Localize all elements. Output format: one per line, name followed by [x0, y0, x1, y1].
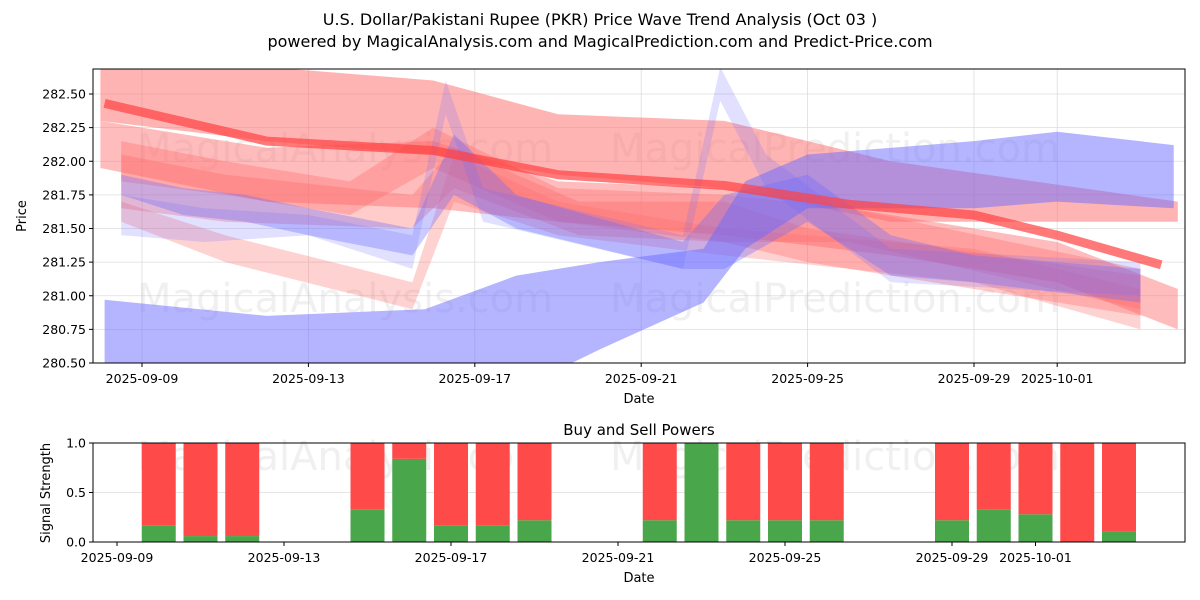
sell-bar — [768, 443, 802, 521]
signal-y-tick-label: 0.0 — [66, 535, 86, 550]
price-y-tick-label: 280.75 — [42, 322, 86, 337]
signal-x-tick-label: 2025-10-01 — [999, 550, 1072, 565]
sell-bar — [1102, 443, 1136, 532]
price-band-blue — [121, 69, 1141, 296]
chart-title: U.S. Dollar/Pakistani Rupee (PKR) Price … — [322, 10, 878, 29]
buy-bar — [935, 520, 969, 542]
buy-bar — [684, 443, 719, 542]
buy-bar — [726, 520, 761, 542]
signal-chart-title: Buy and Sell Powers — [563, 421, 715, 439]
buy-bar — [434, 525, 468, 542]
signal-x-axis-label: Date — [623, 571, 654, 586]
signal-y-axis: 0.0 0.5 1.0 — [66, 436, 93, 550]
buy-bar — [1102, 531, 1136, 542]
price-trend — [103, 99, 1163, 270]
sell-bar — [726, 443, 761, 521]
price-bands — [100, 69, 1178, 363]
price-y-tick-label: 282.00 — [42, 154, 86, 169]
price-y-tick-label: 282.50 — [42, 87, 86, 102]
price-y-axis-label: Price — [15, 200, 30, 232]
buy-bar — [475, 525, 510, 542]
signal-watermarks: MagicalAnalysis.com MagicalPrediction.co… — [137, 434, 1060, 480]
buy-bar — [1018, 514, 1053, 542]
price-y-tick-label: 280.50 — [42, 356, 86, 371]
price-x-tick-label: 2025-10-01 — [1021, 371, 1094, 386]
price-band-red — [121, 154, 1141, 330]
sell-bar — [809, 443, 844, 521]
signal-x-axis: 2025-09-09 2025-09-13 2025-09-17 2025-09-21… — [81, 542, 1072, 565]
buy-bar — [768, 520, 802, 542]
sell-bar — [517, 443, 552, 521]
price-axes-frame — [92, 68, 1186, 364]
price-trend-line — [103, 99, 1163, 270]
buy-bar — [976, 509, 1011, 542]
price-band-red — [121, 127, 1141, 310]
buy-bar — [809, 520, 844, 542]
price-band-blue — [121, 134, 1141, 303]
price-band-red — [121, 147, 1141, 316]
buy-bar — [225, 536, 260, 542]
signal-x-tick-label: 2025-09-17 — [415, 550, 488, 565]
sell-bar — [1018, 443, 1053, 515]
buy-bar — [350, 509, 385, 542]
sell-bar — [183, 443, 218, 537]
price-x-tick-label: 2025-09-17 — [438, 371, 511, 386]
signal-x-tick-label: 2025-09-25 — [749, 550, 822, 565]
buy-bar — [642, 520, 677, 542]
sell-bar — [1060, 443, 1095, 542]
price-x-tick-label: 2025-09-25 — [771, 371, 844, 386]
sell-bar — [392, 443, 427, 459]
chart-subtitle: powered by MagicalAnalysis.com and Magic… — [267, 32, 933, 51]
buy-bar — [517, 520, 552, 542]
signal-y-tick-label: 0.5 — [66, 485, 86, 500]
sell-bar — [475, 443, 510, 526]
price-band-blue — [104, 131, 1174, 363]
sell-bar — [976, 443, 1011, 510]
signal-x-tick-label: 2025-09-13 — [248, 550, 321, 565]
signal-x-tick-label: 2025-09-29 — [916, 550, 989, 565]
sell-bar — [141, 443, 176, 526]
price-band-red — [100, 120, 1178, 330]
sell-bar — [642, 443, 677, 521]
buy-bar — [141, 525, 176, 542]
price-y-axis: 280.50 280.75 281.00 281.25 281.50 281.75 282.… — [42, 87, 93, 371]
price-y-tick-label: 281.00 — [42, 288, 86, 303]
sell-bar — [350, 443, 385, 510]
signal-bars — [141, 443, 1136, 542]
price-x-tick-label: 2025-09-09 — [106, 371, 179, 386]
price-y-tick-label: 281.50 — [42, 221, 86, 236]
price-y-tick-label: 282.25 — [42, 120, 86, 135]
signal-x-tick-label: 2025-09-09 — [81, 550, 154, 565]
price-x-tick-label: 2025-09-21 — [605, 371, 678, 386]
signal-y-axis-label: Signal Strength — [39, 443, 54, 543]
signal-x-tick-label: 2025-09-21 — [582, 550, 655, 565]
buy-bar — [392, 458, 427, 542]
price-x-axis-label: Date — [623, 392, 654, 407]
buy-bar — [183, 536, 218, 542]
signal-y-tick-label: 1.0 — [66, 436, 86, 451]
price-x-axis: 2025-09-09 2025-09-13 2025-09-17 2025-09-21… — [106, 363, 1094, 386]
sell-bar — [434, 443, 468, 526]
price-x-tick-label: 2025-09-29 — [938, 371, 1011, 386]
price-x-tick-label: 2025-09-13 — [272, 371, 345, 386]
sell-bar — [225, 443, 260, 537]
price-y-tick-label: 281.75 — [42, 187, 86, 202]
sell-bar — [935, 443, 969, 521]
price-y-tick-label: 281.25 — [42, 255, 86, 270]
